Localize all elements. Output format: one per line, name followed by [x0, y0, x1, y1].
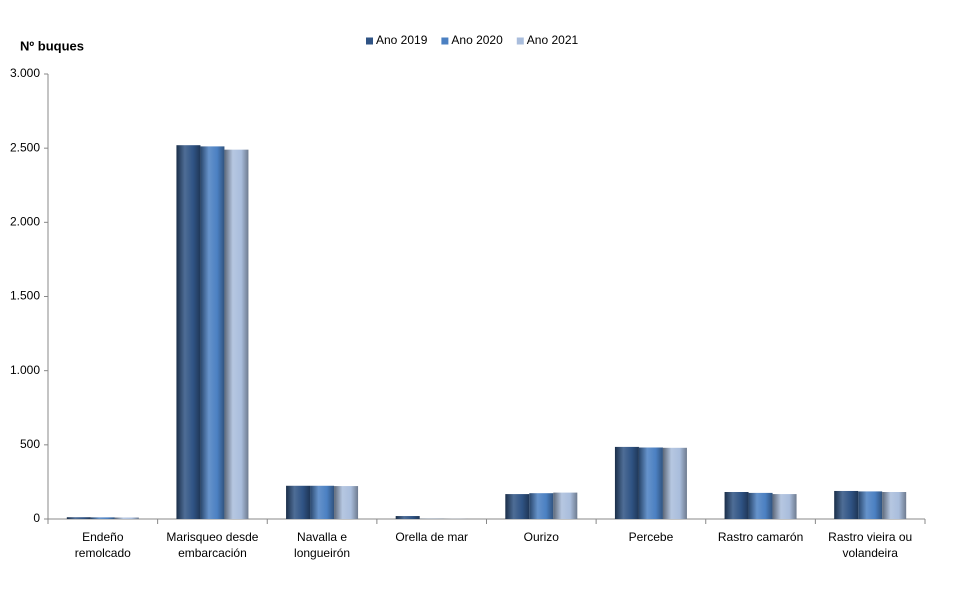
legend-swatch	[441, 37, 449, 45]
y-axis-label: Nº buques	[20, 38, 84, 53]
y-tick-label: 2.500	[10, 140, 40, 154]
bar	[858, 491, 883, 519]
x-tick-label: Rastro camarón	[717, 530, 804, 544]
y-tick-label: 0	[33, 511, 40, 525]
bar	[772, 494, 797, 519]
bar	[90, 517, 115, 519]
bar	[224, 149, 249, 519]
bar	[200, 146, 225, 520]
x-tick-label: Rastro vieira ou volandeira	[828, 530, 913, 560]
x-tick-label: Ourizo	[523, 530, 559, 544]
legend-swatch	[516, 37, 524, 45]
bar	[286, 485, 311, 519]
y-tick-label: 1.000	[10, 363, 40, 377]
y-tick-label: 3.000	[10, 66, 40, 80]
bar	[114, 517, 139, 519]
bar	[724, 492, 749, 519]
bar	[334, 486, 359, 519]
bar	[529, 493, 554, 519]
legend-label: Ano 2019	[376, 33, 428, 47]
bar	[614, 446, 639, 519]
x-tick-label: Orella de mar	[395, 530, 469, 544]
legend-swatch	[366, 37, 373, 45]
bar	[395, 516, 420, 519]
bar	[176, 145, 201, 519]
y-tick-label: 1.500	[10, 289, 40, 303]
legend-label: Ano 2021	[527, 33, 579, 47]
y-tick-label: 500	[20, 437, 40, 451]
bar	[882, 492, 907, 519]
bar	[638, 447, 663, 519]
bar	[505, 494, 530, 519]
bar	[553, 492, 578, 519]
bar	[834, 490, 859, 519]
x-tick-label: Endeño remolcado	[74, 530, 131, 560]
legend-label: Ano 2020	[451, 33, 503, 47]
x-tick-label: Marisqueo desde embarcación	[166, 530, 259, 560]
bar	[662, 447, 687, 519]
bar	[66, 517, 91, 519]
y-tick-label: 2.000	[10, 215, 40, 229]
x-tick-label: Navalla e longueirón	[294, 530, 351, 560]
x-tick-label: Percebe	[628, 530, 674, 544]
bar	[748, 492, 773, 519]
bar	[310, 485, 335, 519]
